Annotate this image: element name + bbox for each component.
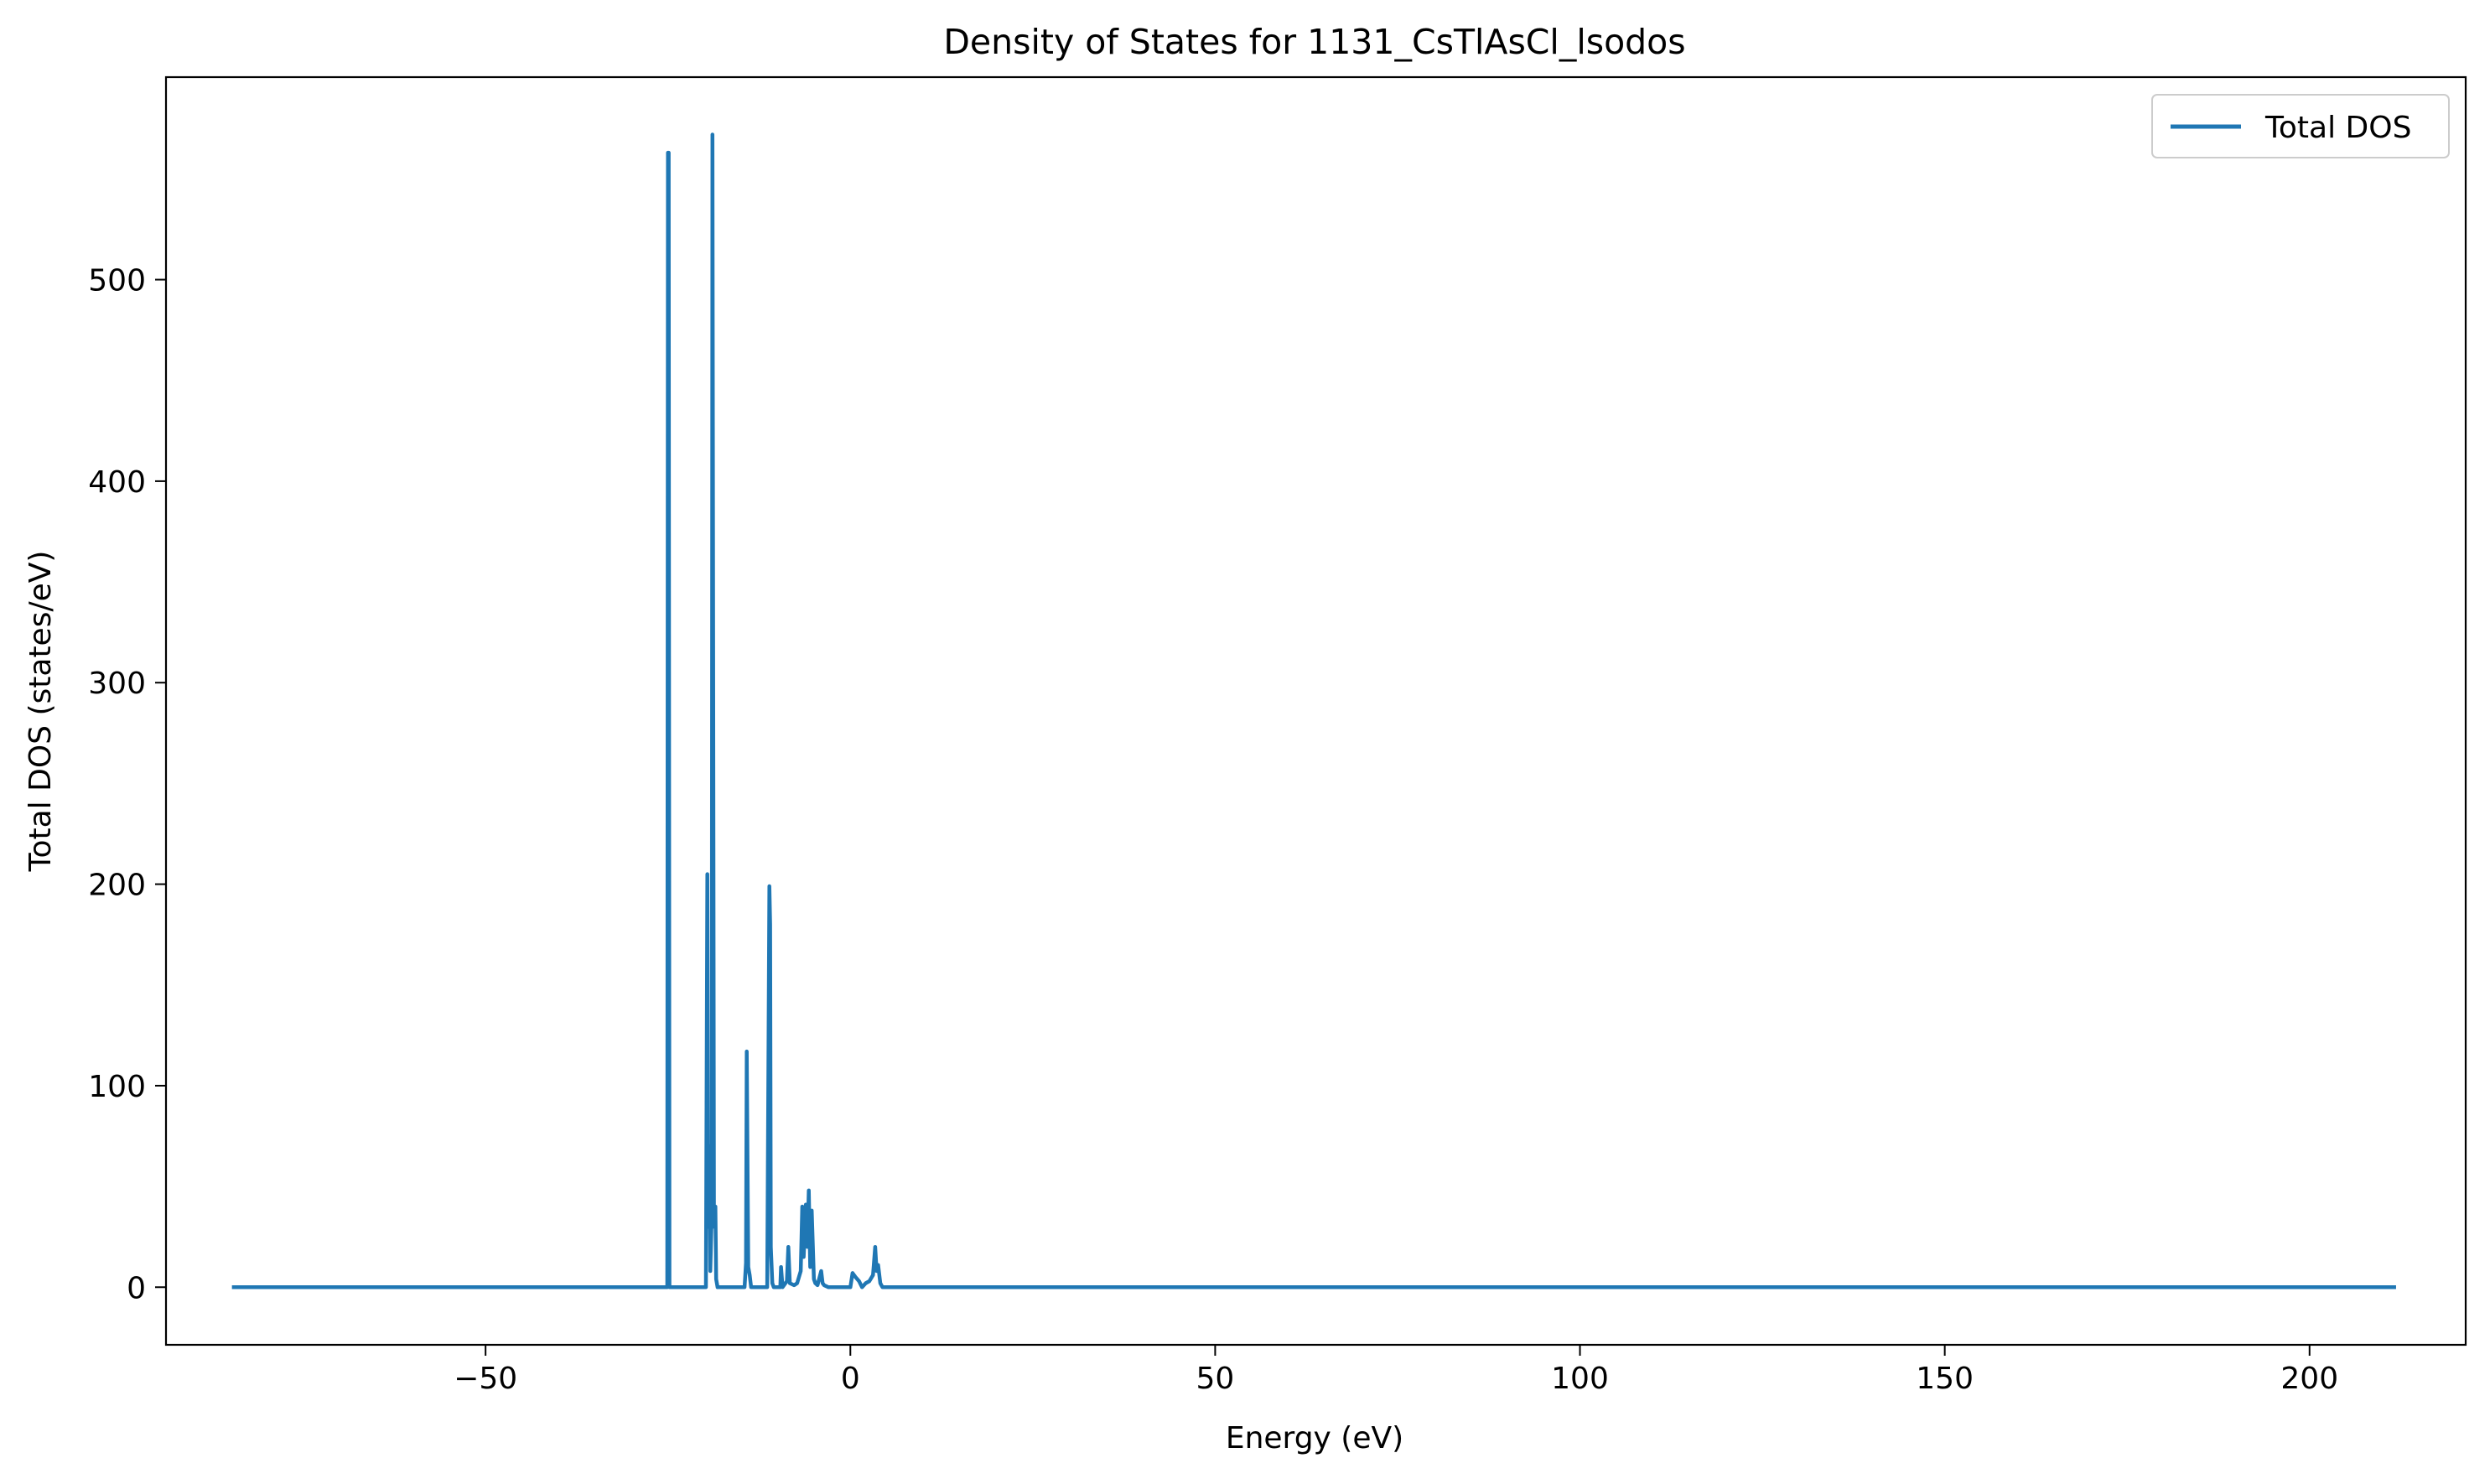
y-tick-label: 0 — [127, 1271, 146, 1305]
x-tick-label: 200 — [2280, 1362, 2338, 1396]
y-tick-label: 300 — [88, 667, 146, 701]
x-tick-label: 0 — [841, 1362, 860, 1396]
y-tick-label: 500 — [88, 264, 146, 298]
x-tick-label: −50 — [454, 1362, 517, 1396]
plot-area — [231, 132, 2396, 1289]
x-tick-label: 50 — [1196, 1362, 1235, 1396]
legend-label-total-dos: Total DOS — [2264, 111, 2411, 145]
y-tick-label: 200 — [88, 869, 146, 903]
legend: Total DOS — [2151, 94, 2450, 158]
legend-frame — [2151, 94, 2450, 158]
x-axis: −50 0 50 100 150 200 — [454, 1345, 2338, 1396]
chart-title: Density of States for 1131_CsTlAsCl_lsod… — [943, 22, 1685, 62]
x-tick-label: 100 — [1551, 1362, 1609, 1396]
x-tick-label: 150 — [1916, 1362, 1974, 1396]
y-axis-label: Total DOS (states/eV) — [23, 551, 58, 873]
plot-frame — [164, 75, 2467, 1346]
y-tick-label: 100 — [88, 1070, 146, 1104]
y-axis: 0 100 200 300 400 500 — [88, 264, 166, 1305]
series-line-total-dos — [231, 132, 2396, 1289]
x-axis-label: Energy (eV) — [1226, 1421, 1403, 1455]
y-tick-label: 400 — [88, 465, 146, 500]
